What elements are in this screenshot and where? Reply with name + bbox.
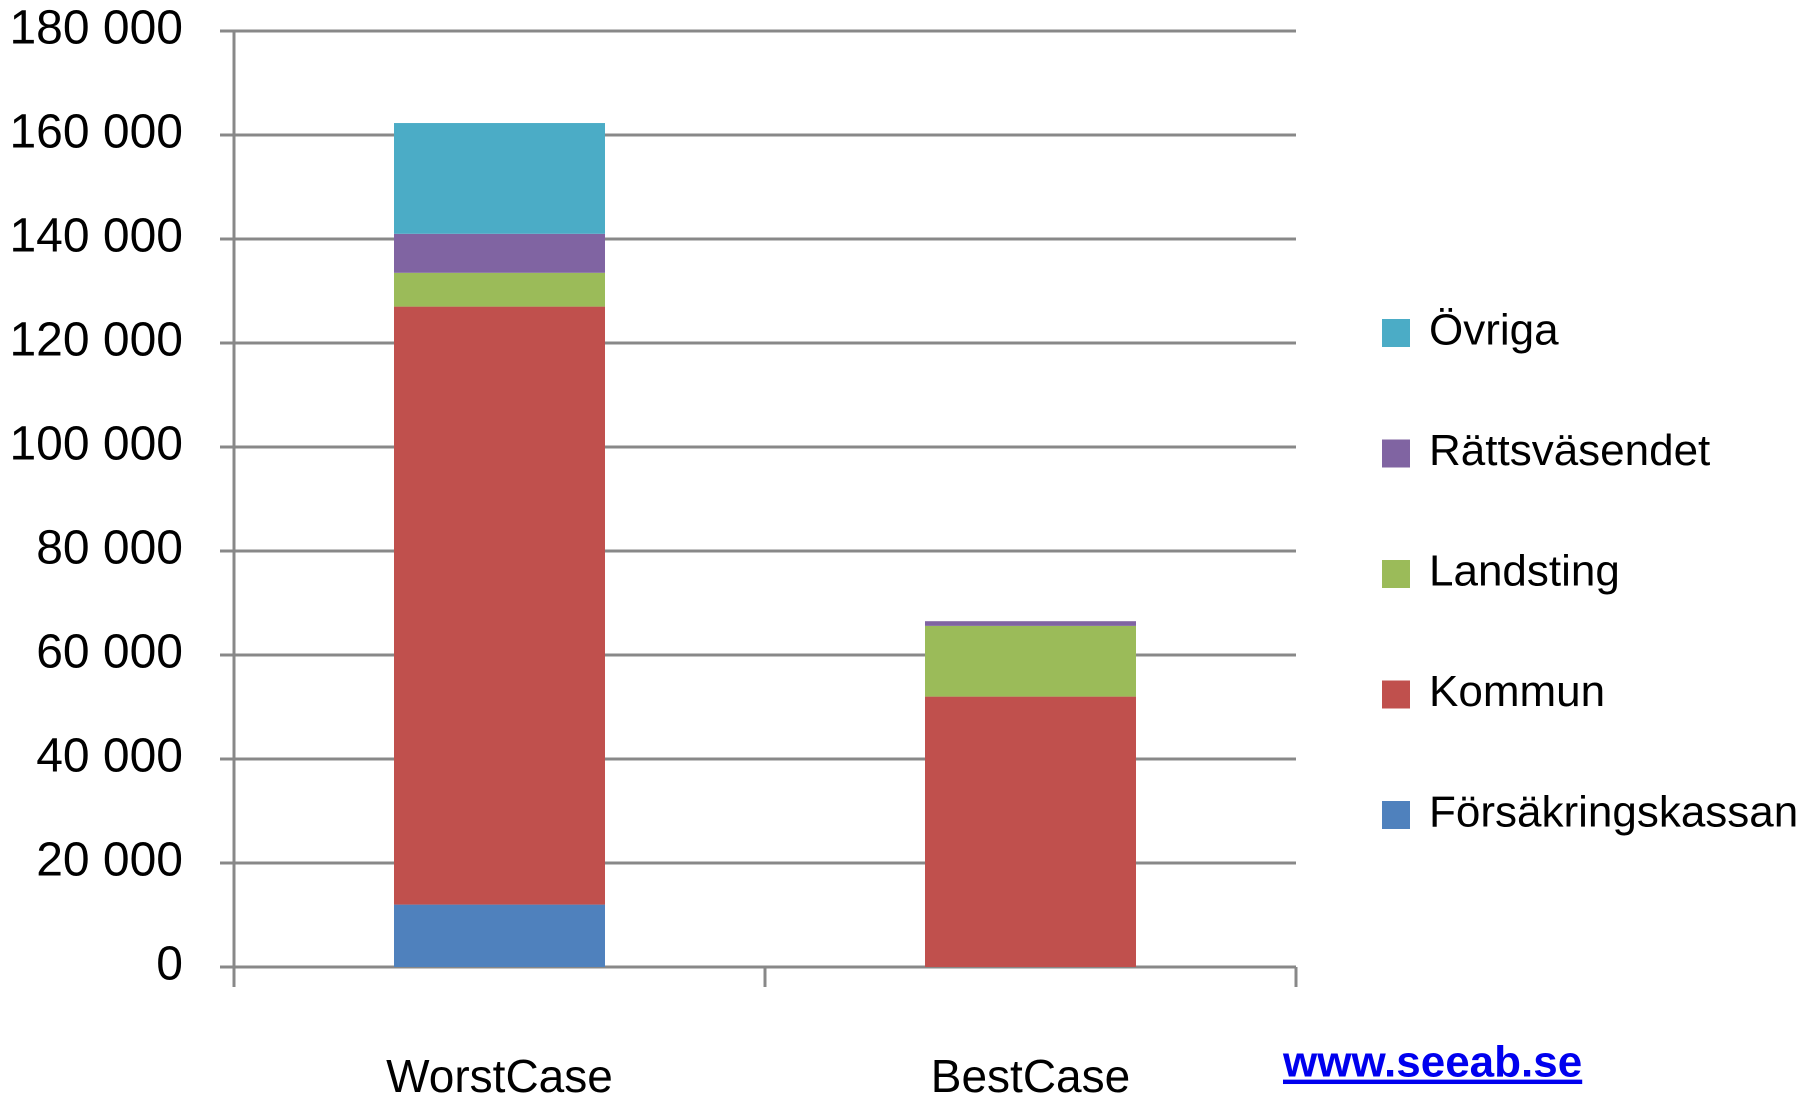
legend-swatch (1382, 680, 1410, 709)
bar-segment (394, 272, 605, 307)
legend-label: Landsting (1429, 547, 1620, 596)
y-tick-label: 60 000 (36, 626, 183, 679)
bar-segment (925, 696, 1136, 967)
legend-label: Rättsväsendet (1429, 426, 1710, 475)
legend-swatch (1382, 560, 1410, 588)
x-tick-label: WorstCase (386, 1050, 613, 1097)
website-link[interactable]: www.seeab.se (1282, 1038, 1582, 1087)
y-tick-label: 100 000 (9, 418, 183, 471)
y-tick-label: 120 000 (9, 314, 183, 367)
bar-segment (925, 625, 1136, 697)
legend-swatch (1382, 439, 1410, 468)
bar-segment (394, 904, 605, 967)
y-tick-label: 80 000 (36, 522, 183, 575)
y-tick-label: 20 000 (36, 834, 183, 887)
legend-swatch (1382, 319, 1410, 347)
y-tick-label: 180 000 (9, 2, 183, 55)
legend-label: Kommun (1429, 667, 1605, 716)
y-tick-label: 0 (156, 938, 183, 991)
bar-segment (394, 233, 605, 273)
bar-segment (394, 306, 605, 905)
bar-segment (925, 621, 1136, 626)
y-tick-label: 40 000 (36, 730, 183, 783)
bar-segment (394, 123, 605, 234)
legend-label: Övriga (1429, 306, 1559, 355)
y-tick-label: 140 000 (9, 210, 183, 263)
y-tick-label: 160 000 (9, 106, 183, 159)
legend-swatch (1382, 801, 1410, 829)
x-tick-label: BestCase (931, 1050, 1130, 1097)
legend-label: Försäkringskassan (1429, 788, 1798, 837)
